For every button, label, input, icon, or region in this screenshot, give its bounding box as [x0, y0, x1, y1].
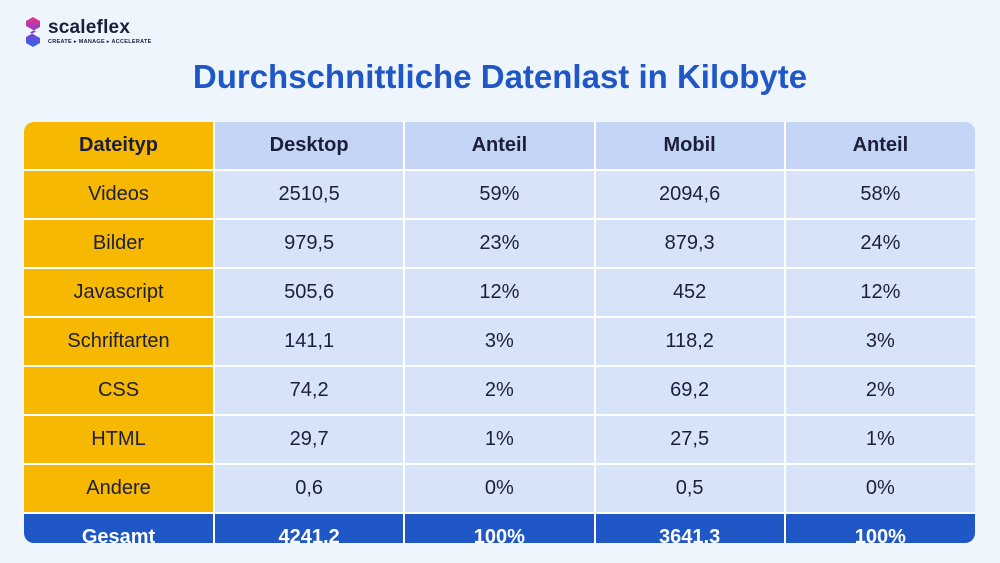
brand-tagline: CREATE ▸ MANAGE ▸ ACCELERATE [48, 39, 152, 46]
data-table-container: Dateityp Desktop Anteil Mobil Anteil Vid… [24, 122, 975, 543]
cell-filetype: Bilder [24, 218, 215, 269]
total-mobile-kb: 3641,3 [593, 512, 786, 543]
cell-desktop-share: 3% [403, 316, 596, 367]
cell-desktop-kb: 979,5 [212, 218, 406, 269]
table-body: Videos 2510,5 59% 2094,6 58% Bilder 979,… [24, 170, 975, 543]
header-cell-mobil: Mobil [593, 122, 786, 171]
table-header-row: Dateityp Desktop Anteil Mobil Anteil [24, 122, 975, 171]
table-row: Schriftarten 141,1 3% 118,2 3% [24, 316, 975, 367]
cell-filetype: Andere [24, 463, 215, 514]
cell-desktop-share: 0% [403, 463, 596, 514]
cell-desktop-share: 23% [403, 218, 596, 269]
cell-mobile-share: 12% [783, 267, 975, 318]
table-total-row: Gesamt 4241,2 100% 3641,3 100% [24, 512, 975, 543]
total-label: Gesamt [24, 512, 215, 543]
cell-mobile-kb: 69,2 [593, 365, 786, 416]
header-cell-desktop: Desktop [212, 122, 406, 171]
table-row: HTML 29,7 1% 27,5 1% [24, 414, 975, 465]
cell-mobile-share: 2% [783, 365, 975, 416]
table-row: Videos 2510,5 59% 2094,6 58% [24, 170, 975, 220]
cell-mobile-kb: 452 [593, 267, 786, 318]
brand-name: scaleflex [48, 17, 131, 39]
cell-desktop-kb: 29,7 [212, 414, 406, 465]
cell-desktop-kb: 141,1 [212, 316, 406, 367]
cell-filetype: CSS [24, 365, 215, 416]
data-table: Dateityp Desktop Anteil Mobil Anteil Vid… [24, 122, 975, 543]
cell-desktop-kb: 74,2 [212, 365, 406, 416]
cell-filetype: Javascript [24, 267, 215, 318]
cell-desktop-kb: 505,6 [212, 267, 406, 318]
cell-mobile-share: 3% [783, 316, 975, 367]
cell-filetype: Schriftarten [24, 316, 215, 367]
cell-mobile-kb: 27,5 [593, 414, 786, 465]
cell-mobile-kb: 879,3 [593, 218, 786, 269]
header-cell-anteil-mobil: Anteil [783, 122, 975, 171]
cell-filetype: Videos [24, 170, 215, 220]
cell-mobile-kb: 2094,6 [593, 170, 786, 220]
cell-mobile-kb: 118,2 [593, 316, 786, 367]
cell-desktop-kb: 0,6 [212, 463, 406, 514]
scaleflex-logo-icon [26, 17, 40, 47]
cell-mobile-kb: 0,5 [593, 463, 786, 514]
brand-logo: scaleflex CREATE ▸ MANAGE ▸ ACCELERATE [24, 16, 152, 48]
table-row: Javascript 505,6 12% 452 12% [24, 267, 975, 318]
total-mobile-share: 100% [783, 512, 975, 543]
cell-desktop-kb: 2510,5 [212, 170, 406, 220]
cell-desktop-share: 59% [403, 170, 596, 220]
cell-desktop-share: 1% [403, 414, 596, 465]
cell-mobile-share: 1% [783, 414, 975, 465]
cell-mobile-share: 24% [783, 218, 975, 269]
table-row: Andere 0,6 0% 0,5 0% [24, 463, 975, 514]
cell-desktop-share: 2% [403, 365, 596, 416]
cell-mobile-share: 0% [783, 463, 975, 514]
total-desktop-share: 100% [403, 512, 596, 543]
total-desktop-kb: 4241,2 [212, 512, 406, 543]
table-row: CSS 74,2 2% 69,2 2% [24, 365, 975, 416]
chart-title: Durchschnittliche Datenlast in Kilobyte [192, 58, 808, 95]
cell-filetype: HTML [24, 414, 215, 465]
header-cell-anteil-desktop: Anteil [403, 122, 596, 171]
table-row: Bilder 979,5 23% 879,3 24% [24, 218, 975, 269]
cell-desktop-share: 12% [403, 267, 596, 318]
cell-mobile-share: 58% [783, 170, 975, 220]
header-cell-dateityp: Dateityp [24, 122, 215, 171]
